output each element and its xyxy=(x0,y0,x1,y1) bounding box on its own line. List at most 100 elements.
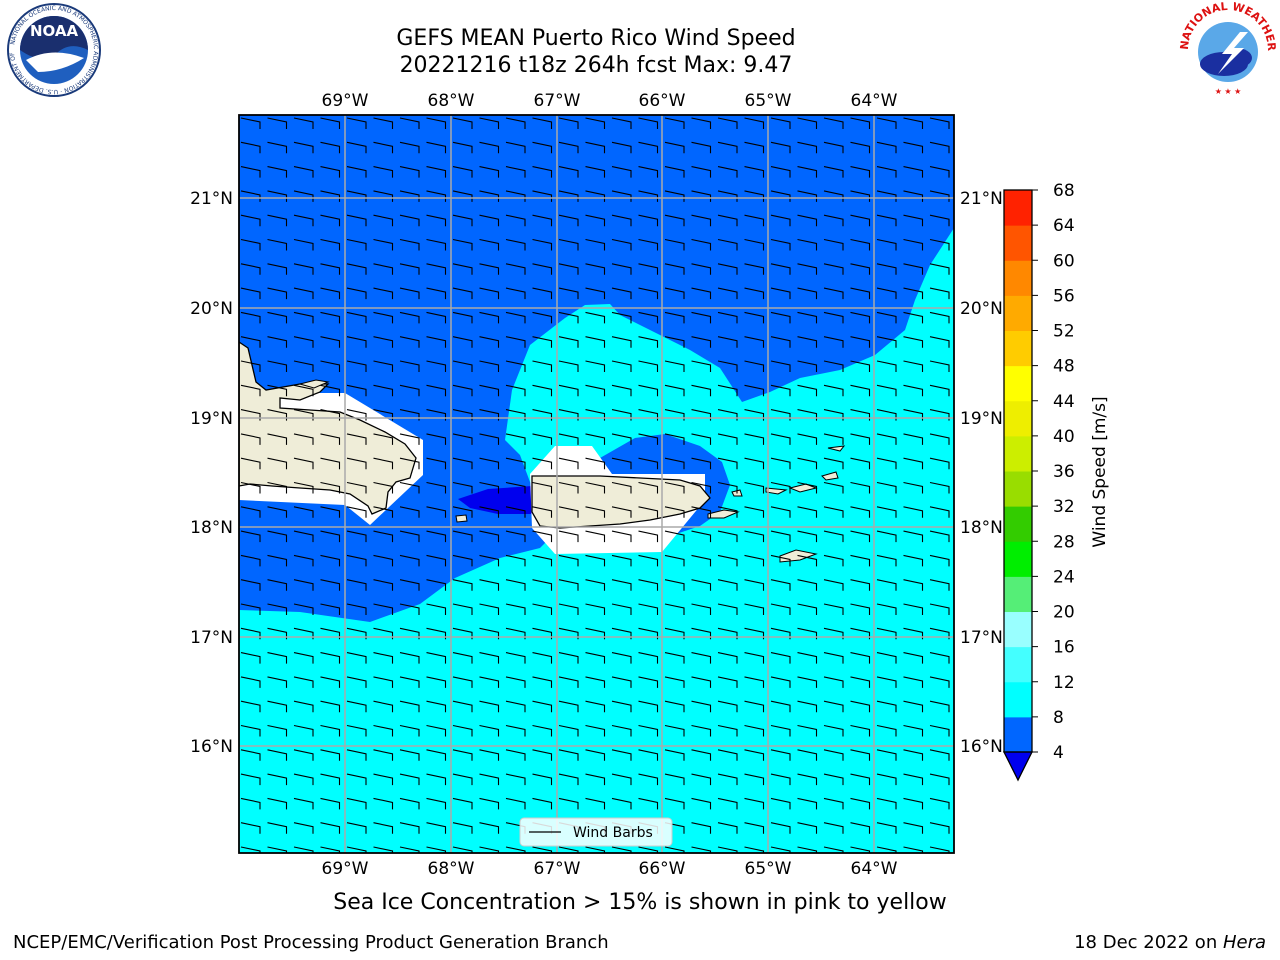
wind-barb xyxy=(717,676,738,688)
wind-barb xyxy=(823,214,844,227)
wind-barb xyxy=(797,724,818,737)
wind-barb xyxy=(691,724,712,737)
wind-barb xyxy=(744,360,765,372)
colorbar-segment xyxy=(1004,716,1032,753)
wind-barb xyxy=(770,554,791,567)
wind-barb xyxy=(267,117,288,129)
wind-barb xyxy=(717,457,738,470)
wind-barb xyxy=(638,141,659,154)
wind-barb xyxy=(452,360,473,372)
lat-label-right: 21°N xyxy=(960,189,1003,209)
wind-barb xyxy=(293,190,314,202)
wind-barb xyxy=(479,457,500,470)
wind-barb xyxy=(399,773,420,786)
wind-barb xyxy=(770,214,791,227)
wind-barb xyxy=(532,773,553,786)
wind-barb xyxy=(399,554,420,567)
wind-barb xyxy=(373,603,394,615)
wind-barb xyxy=(558,336,579,348)
wind-barb xyxy=(373,676,394,688)
wind-barb xyxy=(452,530,473,543)
wind-barb xyxy=(717,166,738,178)
colorbar-under-triangle xyxy=(1002,751,1034,782)
wind-barb xyxy=(638,166,659,178)
wind-barb xyxy=(903,652,924,664)
wind-barb xyxy=(850,336,871,348)
wind-barb xyxy=(876,238,897,251)
wind-barb xyxy=(876,457,897,470)
wind-barb xyxy=(532,797,553,810)
colorbar-tick-label: 56 xyxy=(1053,286,1075,306)
chart-subtitle: 20221216 t18z 264h fcst Max: 9.47 xyxy=(399,53,793,78)
wind-barb xyxy=(373,579,394,591)
colorbar-segment xyxy=(1004,225,1032,261)
wind-barb xyxy=(399,797,420,810)
wind-barb xyxy=(505,190,526,202)
wind-barb xyxy=(293,263,314,275)
wind-barb xyxy=(399,190,420,202)
wind-barb xyxy=(479,530,500,543)
wind-barb xyxy=(532,749,553,761)
wind-barb xyxy=(611,676,632,688)
colorbar-segment xyxy=(1004,541,1032,577)
wind-barb xyxy=(744,481,765,494)
wind-barb xyxy=(929,238,950,251)
wind-barb xyxy=(929,384,950,397)
wind-barb xyxy=(770,433,791,445)
wind-barb xyxy=(346,190,367,202)
wind-barb xyxy=(691,846,712,853)
wind-barb xyxy=(240,190,261,202)
wind-barb xyxy=(797,652,818,664)
wind-barb xyxy=(770,360,791,372)
wind-barb xyxy=(770,457,791,470)
wind-barb xyxy=(267,433,288,445)
colorbar-tick-label: 36 xyxy=(1053,462,1075,482)
wind-barb xyxy=(585,287,606,300)
wind-barb xyxy=(399,311,420,324)
wind-barb xyxy=(850,603,871,615)
wind-barb xyxy=(479,311,500,324)
wind-barb xyxy=(452,311,473,324)
wind-barb xyxy=(744,749,765,761)
wind-barb xyxy=(585,773,606,786)
wind-barb xyxy=(929,117,950,129)
wind-barb xyxy=(664,506,685,518)
wind-barb xyxy=(346,166,367,178)
wind-barb xyxy=(532,360,553,372)
wind-barb xyxy=(479,336,500,348)
wind-barb xyxy=(505,846,526,853)
wind-barb xyxy=(770,579,791,591)
wind-barb xyxy=(611,433,632,445)
wind-barb xyxy=(293,214,314,227)
wind-barb xyxy=(505,214,526,227)
wind-barb xyxy=(320,238,341,251)
wind-barb xyxy=(929,360,950,372)
wind-barb xyxy=(452,457,473,470)
wind-barb xyxy=(320,287,341,300)
wind-barb xyxy=(293,384,314,397)
wind-barb xyxy=(903,603,924,615)
wind-barb xyxy=(320,166,341,178)
wind-barb xyxy=(850,579,871,591)
wind-barb xyxy=(744,676,765,688)
wind-barb xyxy=(267,457,288,470)
wind-barb xyxy=(240,797,261,810)
wind-barb xyxy=(744,457,765,470)
wind-barb xyxy=(770,797,791,810)
wind-barb xyxy=(373,360,394,372)
wind-barb xyxy=(399,603,420,615)
wind-barb xyxy=(452,433,473,445)
wind-barb xyxy=(479,166,500,178)
wind-barb xyxy=(823,457,844,470)
wind-barb xyxy=(346,311,367,324)
wind-barb xyxy=(611,846,632,853)
wind-barb xyxy=(346,530,367,543)
wind-barb xyxy=(293,141,314,154)
wind-barb xyxy=(611,457,632,470)
wind-barb xyxy=(399,676,420,688)
wind-barb xyxy=(717,481,738,494)
wind-barb xyxy=(479,360,500,372)
wind-barb xyxy=(850,190,871,202)
wind-barb xyxy=(611,579,632,591)
wind-barb xyxy=(717,263,738,275)
